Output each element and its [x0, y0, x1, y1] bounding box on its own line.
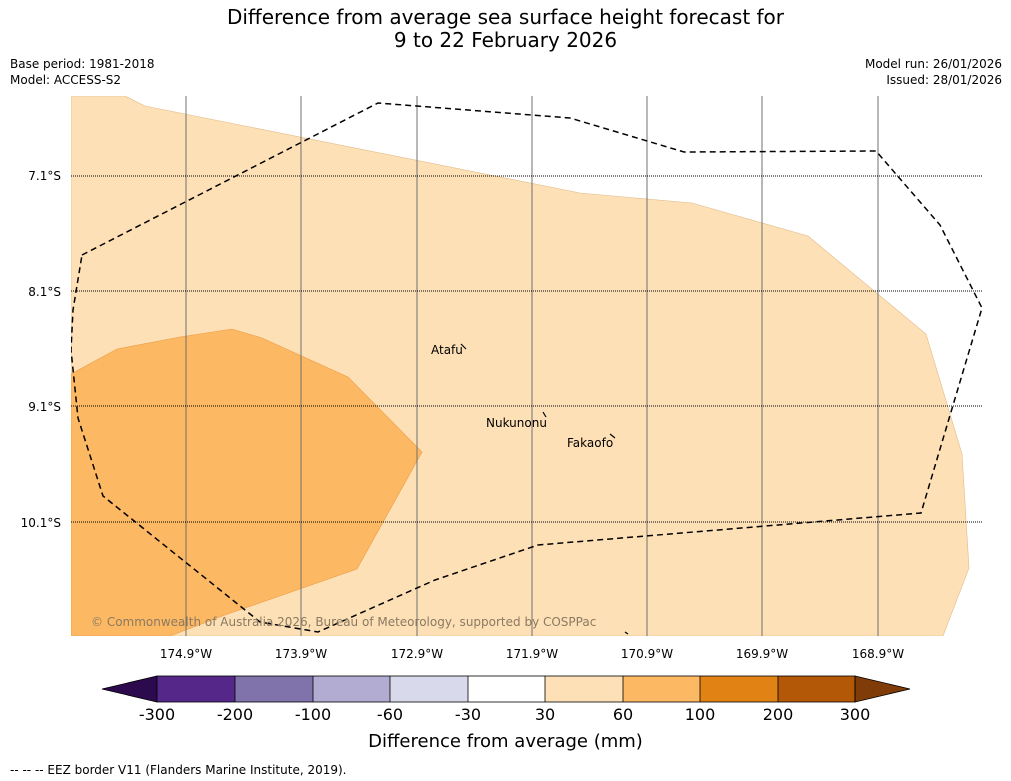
place-label-nukunonu: Nukunonu	[486, 416, 547, 430]
lat-label: 8.1°S	[28, 285, 61, 299]
lon-label: 171.9°W	[506, 647, 558, 661]
lon-label: 170.9°W	[621, 647, 673, 661]
place-label-atafu: Atafu	[431, 343, 463, 357]
colorbar-tick: -300	[138, 705, 176, 724]
island-nukunonu	[542, 411, 547, 418]
colorbar-tick: -100	[294, 705, 332, 724]
colorbar-label: Difference from average (mm)	[368, 731, 643, 752]
colorbar-extend-low	[101, 675, 158, 703]
colorbar-segment	[778, 676, 855, 702]
island-fakaofo	[609, 433, 616, 439]
lon-label: 174.9°W	[160, 647, 212, 661]
lon-label: 173.9°W	[275, 647, 327, 661]
title-line-2: 9 to 22 February 2026	[393, 28, 618, 52]
colorbar-tick: 60	[612, 705, 634, 724]
island-atafu	[460, 343, 467, 350]
colorbar-segment	[623, 676, 700, 702]
model-name: Model: ACCESS-S2	[10, 73, 122, 87]
colorbar-segment	[235, 676, 313, 702]
colorbar-segment	[313, 676, 390, 702]
colorbar-tick: -200	[216, 705, 254, 724]
lat-label: 9.1°S	[28, 400, 61, 414]
title-line-1: Difference from average sea surface heig…	[226, 5, 785, 29]
issued-date: Issued: 28/01/2026	[886, 73, 1002, 87]
colorbar-tick: 100	[684, 705, 716, 724]
lon-label: 172.9°W	[391, 647, 443, 661]
colorbar-tick: 30	[534, 705, 556, 724]
base-period: Base period: 1981-2018	[10, 57, 155, 71]
model-run: Model run: 26/01/2026	[864, 57, 1002, 71]
colorbar-tick: 200	[762, 705, 794, 724]
colorbar	[101, 675, 911, 703]
meridians	[185, 96, 879, 636]
colorbar-segment	[157, 676, 235, 702]
lon-label: 168.9°W	[852, 647, 904, 661]
eez-border	[71, 102, 982, 633]
colorbar-segment	[545, 676, 623, 702]
lat-label: 7.1°S	[28, 169, 61, 183]
colorbar-segment	[390, 676, 468, 702]
colorbar-tick: -60	[376, 705, 404, 724]
colorbar-extend-high	[854, 675, 911, 703]
meta-left: Base period: 1981-2018 Model: ACCESS-S2	[10, 56, 155, 88]
copyright: © Commonwealth of Australia 2026, Bureau…	[91, 615, 596, 629]
lon-label: 169.9°W	[736, 647, 788, 661]
anomaly-region-60-100	[71, 328, 423, 636]
place-label-fakaofo: Fakaofo	[567, 436, 613, 450]
colorbar-segment	[700, 676, 778, 702]
lat-label: 10.1°S	[21, 516, 61, 530]
island-small	[624, 631, 629, 635]
meta-right: Model run: 26/01/2026 Issued: 28/01/2026	[865, 56, 1002, 88]
colorbar-tick: 300	[839, 705, 871, 724]
footer-legend: -- -- -- EEZ border V11 (Flanders Marine…	[10, 763, 347, 777]
colorbar-segment	[468, 676, 545, 702]
colorbar-tick: -30	[454, 705, 482, 724]
